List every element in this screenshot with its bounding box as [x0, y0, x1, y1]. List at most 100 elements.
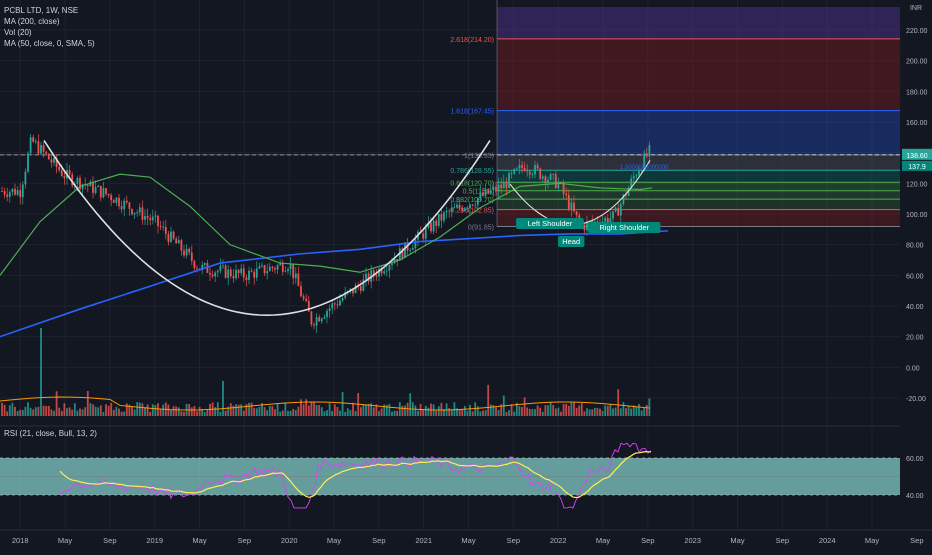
volume-bar	[167, 404, 170, 416]
candle-body	[508, 173, 510, 188]
symbol-legend: PCBL LTD, 1W, NSE	[4, 6, 79, 15]
candle-body	[276, 265, 279, 270]
volume-bar	[240, 404, 243, 416]
volume-bar	[128, 404, 131, 416]
candle-body	[492, 186, 495, 191]
volume-bar	[557, 407, 560, 416]
volume-bar	[339, 410, 341, 416]
candle-body	[541, 176, 544, 179]
candle-body	[643, 153, 646, 171]
rsi-legend: RSI (21, close, Bull, 13, 2)	[4, 429, 97, 438]
candle-body	[274, 268, 276, 270]
candle-body	[123, 200, 126, 210]
volume-bar	[138, 402, 141, 416]
volume-bar	[617, 389, 620, 416]
volume-bar	[302, 404, 305, 416]
candle-body	[378, 268, 380, 277]
candle-body	[570, 202, 573, 210]
volume-bar	[370, 403, 373, 416]
candle-body	[521, 165, 523, 168]
candle-body	[380, 268, 383, 274]
candle-body	[424, 227, 427, 239]
candle-body	[29, 137, 32, 154]
time-axis-label: May	[192, 536, 206, 545]
volume-bar	[606, 405, 609, 416]
volume-bar	[580, 403, 583, 416]
volume-bar	[198, 406, 201, 416]
candle-body	[154, 215, 157, 217]
candle-body	[71, 174, 74, 186]
volume-bar	[632, 405, 635, 416]
candle-body	[310, 311, 313, 325]
candle-body	[466, 208, 469, 209]
volume-bar	[424, 405, 427, 416]
time-axis-label: May	[730, 536, 744, 545]
volume-bar	[287, 410, 289, 416]
candle-body	[292, 264, 295, 279]
volume-bar	[450, 410, 453, 416]
candle-body	[58, 166, 61, 171]
left-shoulder-label-bg	[516, 218, 584, 229]
price-tick-label: -20.00	[906, 396, 926, 403]
candle-body	[302, 296, 305, 299]
volume-bar	[541, 411, 544, 416]
candle-body	[515, 168, 518, 170]
cup-arc	[43, 139, 491, 317]
candle-body	[16, 190, 19, 195]
candle-body	[105, 188, 107, 194]
volume-bar	[102, 411, 105, 416]
candle-body	[638, 170, 640, 176]
volume-bar	[206, 409, 209, 416]
candle-body	[536, 165, 539, 169]
candle-body	[445, 210, 448, 213]
last-price-badge: 138.60	[906, 153, 928, 160]
volume-bar	[601, 410, 604, 416]
candle-body	[63, 175, 66, 179]
ma50-legend: MA (50, close, 0, SMA, 5)	[4, 39, 95, 48]
candles-group	[1, 133, 651, 333]
candle-body	[60, 170, 63, 176]
volume-bar	[232, 405, 235, 416]
candle-body	[110, 195, 113, 201]
candle-body	[240, 268, 243, 274]
candle-body	[149, 218, 152, 221]
volume-bar	[320, 407, 323, 416]
volume-bar	[474, 402, 477, 416]
volume-bar	[203, 411, 206, 416]
volume-bar	[401, 405, 404, 416]
volume-bar	[248, 402, 250, 416]
volume-bar	[393, 410, 396, 416]
rsi-line	[59, 442, 652, 509]
volume-bar	[222, 381, 224, 416]
candle-body	[157, 215, 159, 226]
candle-body	[97, 185, 100, 188]
candle-body	[440, 214, 443, 221]
price-tick-label: 200.00	[906, 59, 928, 66]
candle-body	[6, 194, 9, 197]
candle-body	[250, 270, 253, 272]
volume-bar	[55, 391, 58, 416]
candle-body	[567, 195, 570, 210]
candle-body	[341, 298, 344, 301]
volume-bar	[175, 406, 178, 416]
volume-bar	[630, 408, 633, 416]
volume-bar	[596, 407, 599, 416]
volume-bar	[510, 404, 513, 416]
volume-bar	[570, 402, 573, 416]
candle-body	[349, 288, 352, 291]
volume-bar	[89, 403, 92, 416]
candle-body	[333, 303, 336, 305]
volume-bar	[627, 405, 630, 416]
candle-body	[172, 231, 175, 239]
volume-bar	[292, 408, 295, 416]
candle-body	[24, 171, 27, 185]
ma-price-badge: 137.9	[908, 164, 926, 171]
candle-body	[414, 239, 417, 249]
candle-body	[476, 198, 479, 206]
candle-body	[586, 221, 588, 231]
ma50-line	[0, 173, 653, 276]
volume-bar	[331, 410, 334, 416]
candle-body	[352, 288, 354, 294]
